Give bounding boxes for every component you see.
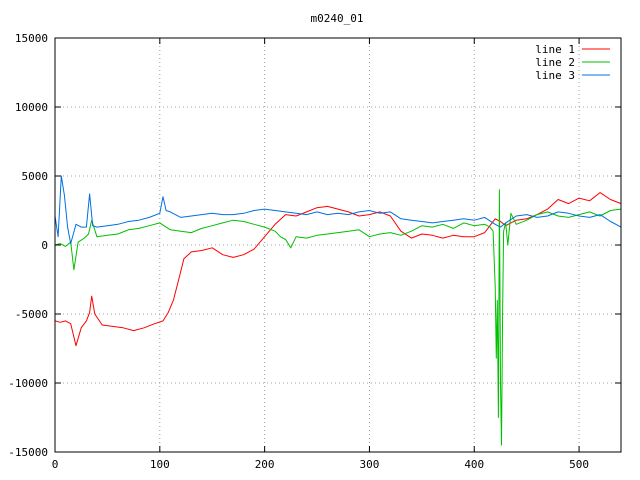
- y-tick-label: 5000: [22, 170, 49, 183]
- y-tick-label: -10000: [8, 377, 48, 390]
- legend-label: line 2: [535, 56, 575, 69]
- series-line-2: [54, 189, 622, 446]
- axis-ticks: 0 100 200 300 400 500 -15000 -10000 -5000 0 5000 10…: [8, 32, 621, 471]
- legend-label: line 1: [535, 43, 575, 56]
- legend-label: line 3: [535, 69, 575, 82]
- series-layer: [54, 175, 622, 446]
- y-tick-label: 15000: [15, 32, 48, 45]
- y-tick-label: 0: [41, 239, 48, 252]
- chart-title: m0240_01: [311, 12, 364, 25]
- grid-lines: [55, 38, 621, 452]
- y-tick-label: 10000: [15, 101, 48, 114]
- x-tick-label: 400: [464, 458, 484, 471]
- x-tick-label: 200: [255, 458, 275, 471]
- y-tick-label: -15000: [8, 446, 48, 459]
- x-tick-label: 300: [360, 458, 380, 471]
- y-tick-label: -5000: [15, 308, 48, 321]
- x-tick-label: 100: [150, 458, 170, 471]
- x-tick-label: 0: [52, 458, 59, 471]
- series-line-3: [54, 175, 622, 245]
- x-tick-label: 500: [569, 458, 589, 471]
